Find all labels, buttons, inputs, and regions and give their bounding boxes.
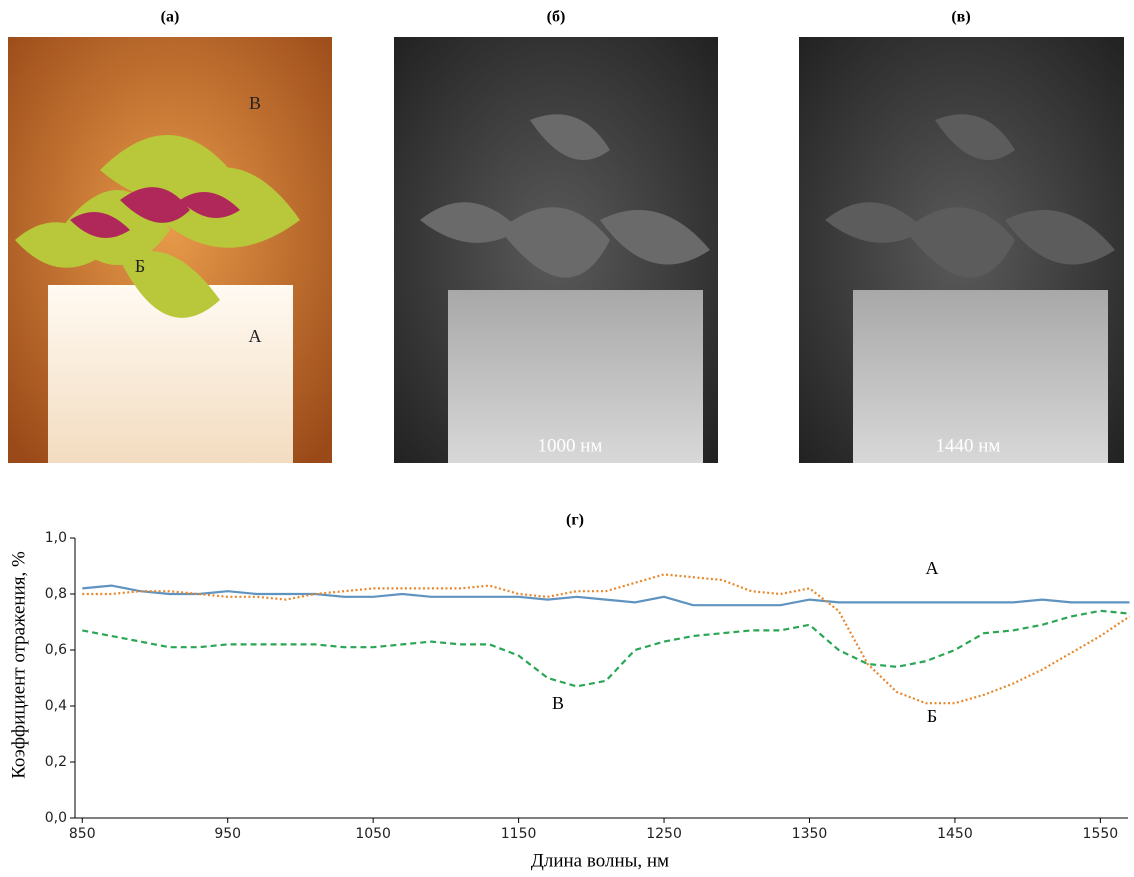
panel-label: (в) bbox=[951, 9, 970, 26]
y-tick-label: 0,0 bbox=[45, 810, 67, 826]
panel-label: (а) bbox=[161, 9, 180, 26]
y-tick-label: 0,4 bbox=[45, 698, 67, 714]
photo-annotation: Б bbox=[135, 256, 145, 276]
y-tick-label: 0,2 bbox=[45, 754, 67, 770]
x-tick-label: 1050 bbox=[355, 826, 391, 842]
y-tick-label: 1,0 bbox=[45, 530, 67, 546]
data-line bbox=[82, 573, 1131, 705]
data-line bbox=[82, 609, 1130, 688]
x-tick-label: 1550 bbox=[1083, 826, 1119, 842]
y-tick-label: 0,6 bbox=[45, 642, 67, 658]
x-tick-label: 950 bbox=[214, 826, 241, 842]
x-tick-label: 850 bbox=[69, 826, 96, 842]
photo-a bbox=[8, 37, 332, 463]
photo-caption: 1000 нм bbox=[538, 435, 603, 456]
photo-annotation: В bbox=[249, 93, 261, 113]
photo-annotation: А bbox=[249, 326, 262, 346]
x-tick-label: 1150 bbox=[501, 826, 537, 842]
panel-label: (б) bbox=[547, 9, 566, 26]
x-tick-label: 1450 bbox=[937, 826, 973, 842]
series-label: В bbox=[552, 693, 564, 713]
x-tick-label: 1350 bbox=[792, 826, 828, 842]
data-line bbox=[82, 584, 1130, 607]
y-tick-label: 0,8 bbox=[45, 586, 67, 602]
series-label: Б bbox=[927, 706, 937, 726]
y-axis-label: Коэффициент отражения, % bbox=[8, 551, 29, 779]
photo-caption: 1440 нм bbox=[936, 435, 1001, 456]
x-axis-label: Длина волны, нм bbox=[531, 850, 669, 871]
x-tick-label: 1250 bbox=[646, 826, 682, 842]
photo-b bbox=[394, 37, 718, 463]
photo-c bbox=[799, 37, 1124, 463]
chart-title: (г) bbox=[566, 512, 584, 529]
series-label: А bbox=[926, 558, 939, 578]
